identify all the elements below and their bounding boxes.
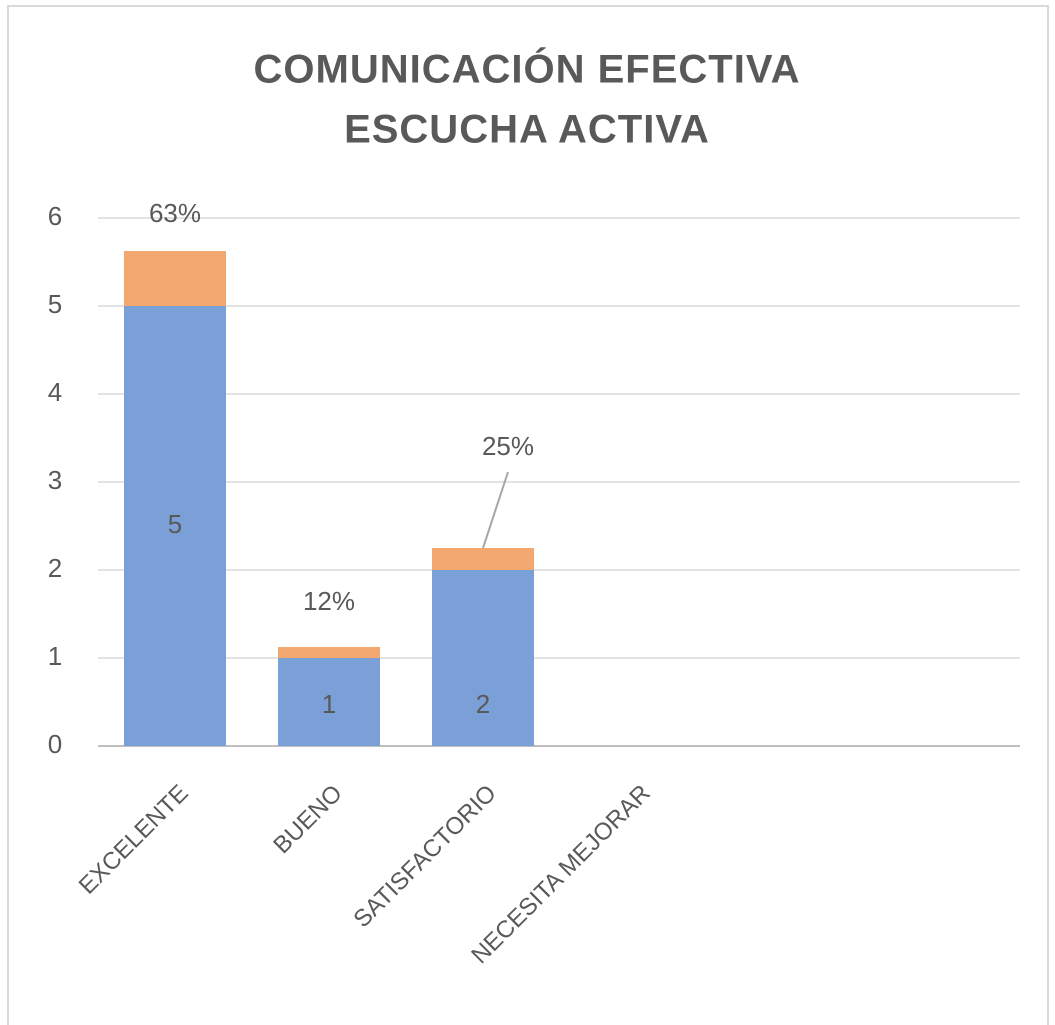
chart-title: COMUNICACIÓN EFECTIVA bbox=[254, 46, 801, 92]
data-label: 1 bbox=[322, 689, 336, 719]
bar-segment bbox=[124, 306, 226, 746]
bar-segment bbox=[432, 570, 534, 746]
y-tick-label: 5 bbox=[48, 289, 62, 319]
bar-segment bbox=[278, 658, 380, 746]
data-label: 5 bbox=[168, 509, 182, 539]
data-label: 2 bbox=[476, 689, 490, 719]
bar-segment bbox=[124, 251, 226, 306]
bar-segment bbox=[278, 647, 380, 658]
leader-line bbox=[482, 471, 509, 549]
bar-segment bbox=[432, 548, 534, 570]
y-tick-label: 0 bbox=[48, 729, 62, 759]
chart-title: ESCUCHA ACTIVA bbox=[344, 108, 710, 152]
y-tick-label: 1 bbox=[48, 641, 62, 671]
y-tick-label: 6 bbox=[48, 201, 62, 231]
y-tick-label: 4 bbox=[48, 377, 62, 407]
data-label: 25% bbox=[482, 431, 534, 461]
data-label: 12% bbox=[303, 586, 355, 616]
y-tick-label: 3 bbox=[48, 465, 62, 495]
data-label: 63% bbox=[149, 198, 201, 228]
y-tick-label: 2 bbox=[48, 553, 62, 583]
